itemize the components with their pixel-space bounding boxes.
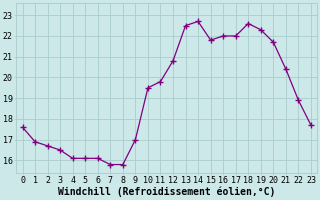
X-axis label: Windchill (Refroidissement éolien,°C): Windchill (Refroidissement éolien,°C) (58, 187, 276, 197)
